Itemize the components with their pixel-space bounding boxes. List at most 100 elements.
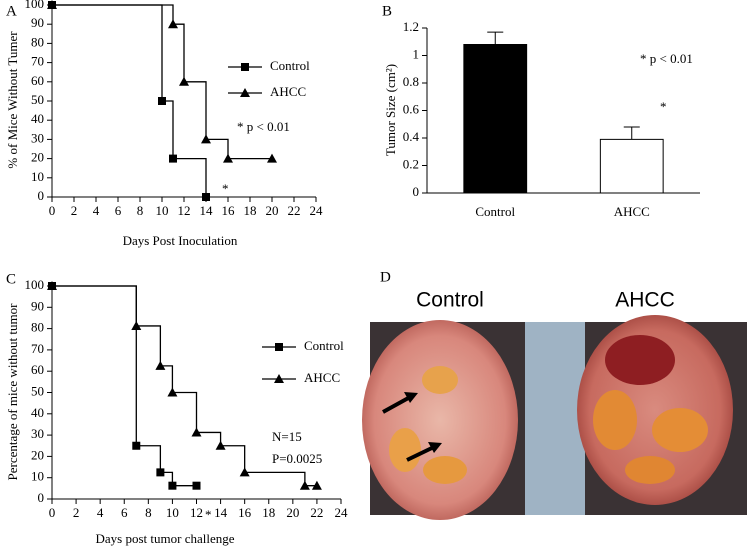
x-tick-label: 16 <box>238 505 252 520</box>
data-point <box>169 154 177 163</box>
bar <box>463 44 528 194</box>
photo-tissue <box>593 390 637 450</box>
y-tick-label: 10 <box>31 169 44 184</box>
y-tick-label: 0 <box>38 490 45 505</box>
y-tick-label: 0.6 <box>403 101 420 116</box>
data-point <box>132 441 141 450</box>
legend-marker <box>241 63 249 71</box>
data-point <box>156 468 165 477</box>
annotation: * p < 0.01 <box>237 119 290 134</box>
panel-label: A <box>6 3 17 19</box>
y-tick-label: 70 <box>31 341 44 356</box>
x-tick-label: 24 <box>335 505 349 520</box>
y-tick-label: 80 <box>31 320 44 335</box>
x-tick-label: 22 <box>310 505 323 520</box>
series-line <box>52 285 197 487</box>
y-tick-label: 30 <box>31 130 44 145</box>
data-point <box>215 440 226 450</box>
photo-label: AHCC <box>615 289 675 312</box>
annotation: N=15 <box>272 429 302 444</box>
data-point <box>191 427 202 437</box>
y-tick-label: 90 <box>31 298 44 313</box>
y-tick-label: 40 <box>31 405 44 420</box>
y-tick-label: 1 <box>413 46 420 61</box>
data-point <box>202 193 210 201</box>
x-tick-label: 0 <box>49 505 56 520</box>
x-tick-label: 18 <box>244 203 257 218</box>
data-point <box>158 97 166 105</box>
x-tick-label: Control <box>475 204 515 219</box>
x-tick-label: AHCC <box>614 204 650 219</box>
panel-label: D <box>380 269 391 285</box>
legend-marker <box>240 88 250 97</box>
data-point <box>299 480 310 490</box>
data-point <box>168 19 178 29</box>
data-point <box>167 387 178 397</box>
y-tick-label: 0.8 <box>403 74 419 89</box>
photo-arrows <box>382 394 437 462</box>
photo-mouse <box>362 320 518 520</box>
y-tick-label: 100 <box>25 0 45 11</box>
photo-arrowheads <box>404 392 442 453</box>
legend-label: AHCC <box>304 370 340 385</box>
data-point <box>267 153 277 163</box>
legend-marker <box>274 374 284 383</box>
y-tick-label: 60 <box>31 73 44 88</box>
y-tick-label: 20 <box>31 150 44 165</box>
x-tick-label: 0 <box>49 203 56 218</box>
x-tick-label: 20 <box>286 505 299 520</box>
data-point <box>223 153 233 163</box>
y-axis-label: % of Mice Without Tumer <box>5 31 20 169</box>
y-tick-label: 0.4 <box>403 129 420 144</box>
annotation: * <box>660 99 667 114</box>
y-tick-label: 50 <box>31 92 44 107</box>
y-tick-label: 60 <box>31 362 44 377</box>
x-tick-label: 14 <box>214 505 228 520</box>
x-tick-label: 22 <box>288 203 301 218</box>
photo-tissue <box>652 408 708 452</box>
y-tick-label: 10 <box>31 469 44 484</box>
y-tick-label: 70 <box>31 54 44 69</box>
x-tick-label: 4 <box>93 203 100 218</box>
y-tick-label: 1.2 <box>403 19 419 34</box>
y-tick-label: 0 <box>38 188 45 203</box>
bar <box>599 138 664 194</box>
photo <box>362 315 747 520</box>
legend-label: Control <box>270 58 310 73</box>
y-tick-label: 0 <box>413 184 420 199</box>
photo-label: Control <box>416 289 484 312</box>
annotation: * <box>222 181 229 196</box>
x-tick-label: 8 <box>145 505 152 520</box>
data-point <box>131 320 142 330</box>
panel-label: C <box>6 271 16 287</box>
y-tick-label: 100 <box>25 277 45 292</box>
photo-tissue <box>389 428 421 472</box>
x-tick-label: 2 <box>73 505 80 520</box>
data-point <box>179 76 189 86</box>
x-tick-label: 10 <box>156 203 169 218</box>
x-tick-label: 12 <box>190 505 203 520</box>
annotation: * <box>205 507 212 522</box>
annotation: * p < 0.01 <box>640 51 693 66</box>
x-tick-label: 20 <box>266 203 279 218</box>
data-point <box>168 481 177 490</box>
y-tick-label: 50 <box>31 383 44 398</box>
data-point <box>239 467 250 477</box>
y-tick-label: 80 <box>31 34 44 49</box>
data-point <box>201 134 211 144</box>
x-axis-label: Days post tumor challenge <box>96 531 235 546</box>
data-point <box>47 0 57 9</box>
photo-drape <box>525 322 585 515</box>
series-line <box>52 4 207 197</box>
legend-label: AHCC <box>270 84 306 99</box>
data-point <box>192 481 201 490</box>
x-tick-label: 2 <box>71 203 78 218</box>
y-axis-label: Percentage of mice without tumor <box>5 303 20 481</box>
panel-label: B <box>382 3 392 19</box>
data-point <box>311 480 322 490</box>
y-tick-label: 20 <box>31 447 44 462</box>
photo-tissue <box>625 456 675 484</box>
annotation: P=0.0025 <box>272 451 322 466</box>
data-point <box>155 360 166 370</box>
